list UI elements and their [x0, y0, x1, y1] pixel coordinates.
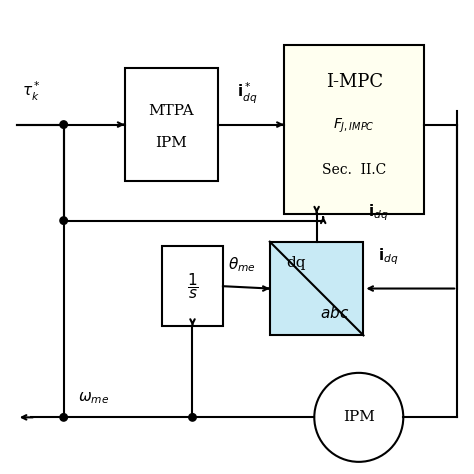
Text: $\dfrac{1}{s}$: $\dfrac{1}{s}$: [187, 271, 198, 301]
Text: Sec.  II.C: Sec. II.C: [322, 163, 386, 177]
Bar: [162, 246, 223, 326]
Text: $\omega_{me}$: $\omega_{me}$: [78, 390, 109, 406]
Text: IPM: IPM: [155, 137, 187, 150]
Bar: [125, 68, 218, 181]
Text: $\theta_{me}$: $\theta_{me}$: [228, 256, 255, 274]
Bar: [270, 242, 364, 336]
Text: $\mathbf{i}_{dq}^*$: $\mathbf{i}_{dq}^*$: [237, 81, 257, 106]
Text: $abc$: $abc$: [320, 305, 349, 321]
Circle shape: [60, 414, 67, 421]
Bar: [284, 45, 424, 214]
Text: $\mathbf{i}_{dq}$: $\mathbf{i}_{dq}$: [377, 246, 398, 267]
Text: $\tau_k^*$: $\tau_k^*$: [21, 80, 41, 103]
Circle shape: [60, 217, 67, 224]
Circle shape: [189, 414, 196, 421]
Text: IPM: IPM: [343, 410, 375, 424]
Text: dq: dq: [286, 256, 306, 270]
Circle shape: [60, 121, 67, 128]
Circle shape: [314, 373, 403, 462]
Text: $\mathbf{i}_{dq}$: $\mathbf{i}_{dq}$: [368, 202, 389, 223]
Text: MTPA: MTPA: [149, 103, 194, 118]
Text: I-MPC: I-MPC: [326, 73, 383, 91]
Text: $F_{J,IMPC}$: $F_{J,IMPC}$: [333, 117, 375, 135]
